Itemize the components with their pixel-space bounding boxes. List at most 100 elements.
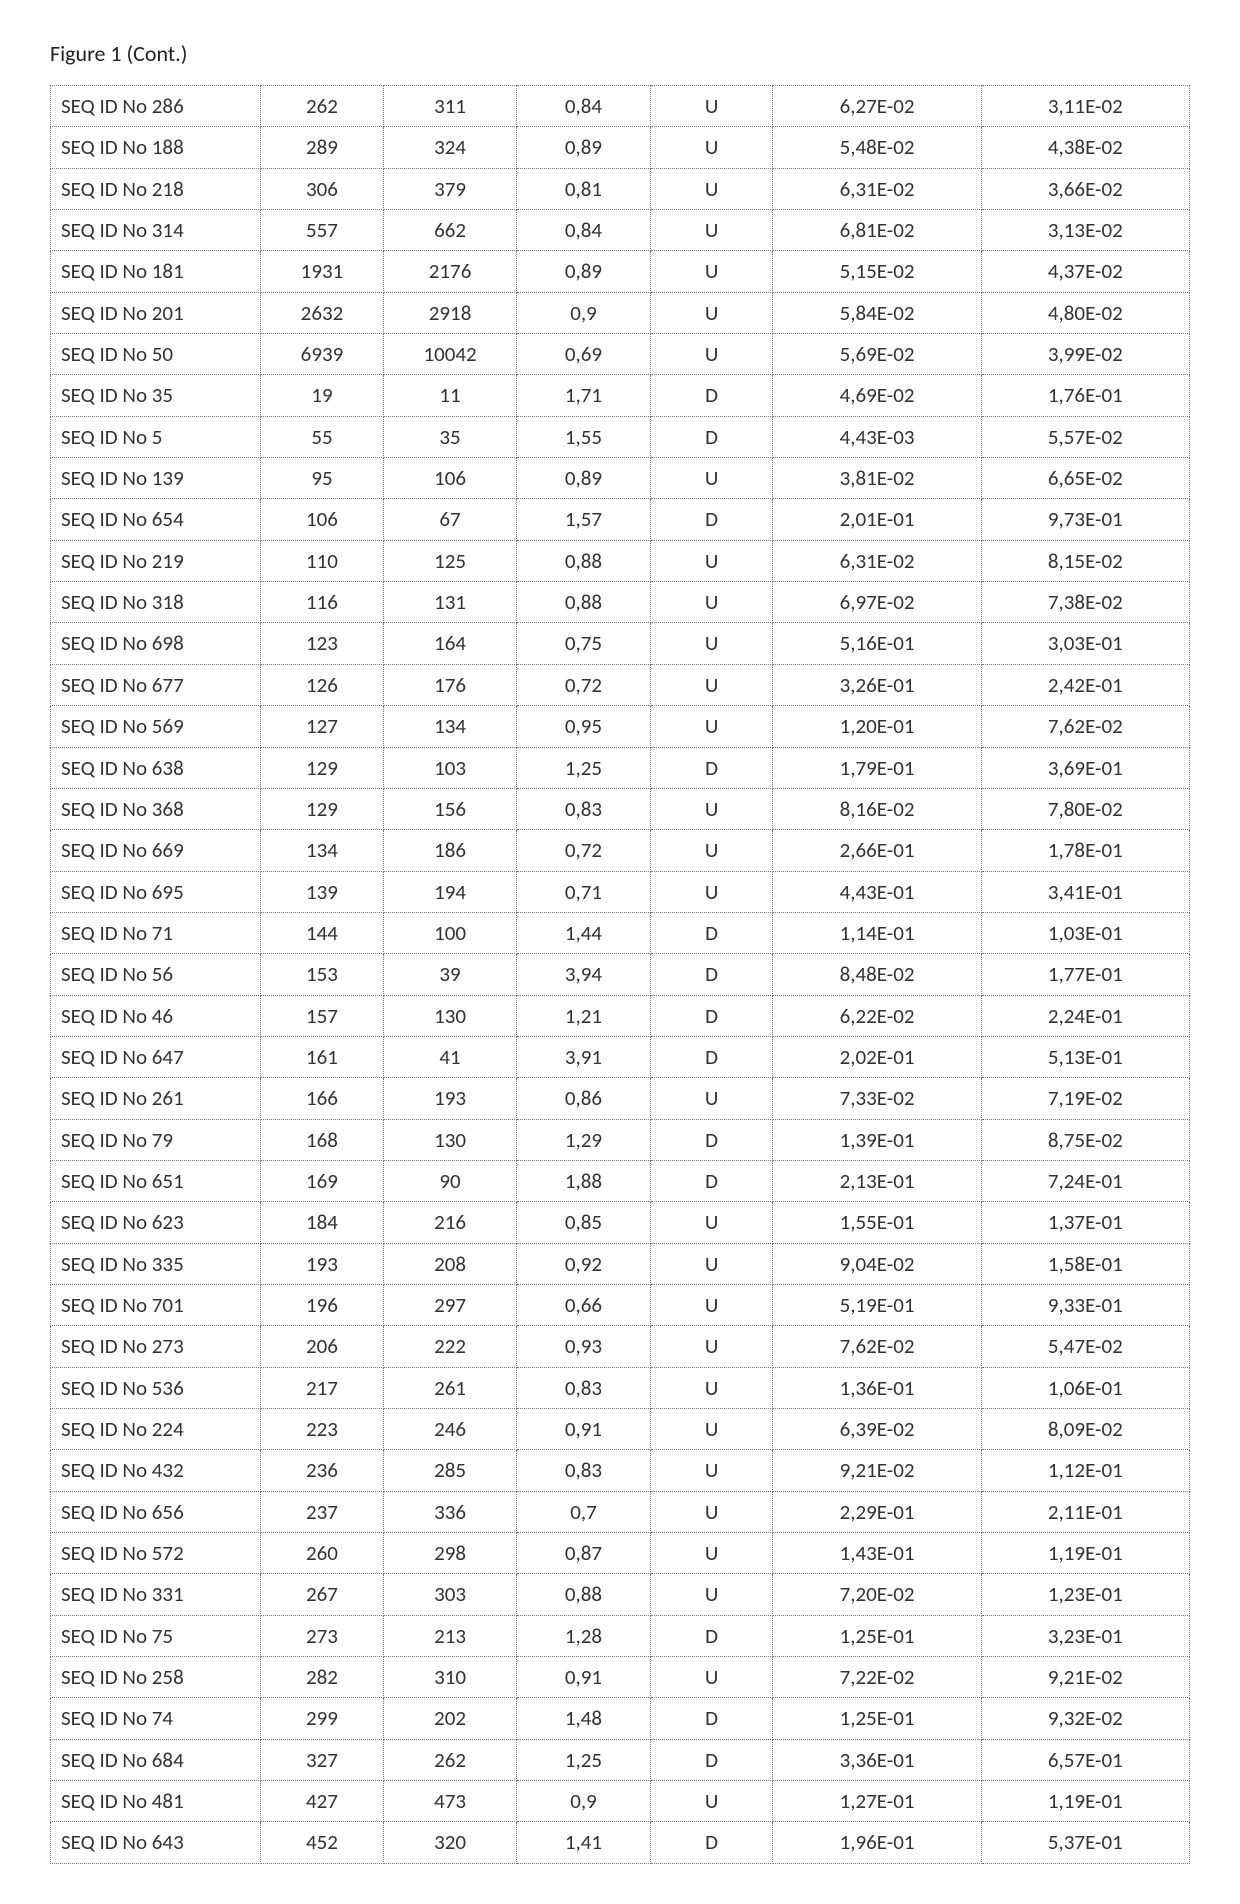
table-cell: 125 xyxy=(383,540,516,581)
table-cell: 6,81E-02 xyxy=(773,210,981,251)
table-cell: SEQ ID No 677 xyxy=(51,664,261,705)
table-cell: 289 xyxy=(261,127,384,168)
table-cell: SEQ ID No 201 xyxy=(51,292,261,333)
table-cell: 106 xyxy=(383,458,516,499)
table-cell: 379 xyxy=(383,168,516,209)
table-cell: 7,38E-02 xyxy=(981,582,1189,623)
table-cell: 427 xyxy=(261,1781,384,1822)
table-cell: U xyxy=(650,1574,773,1615)
table-cell: U xyxy=(650,830,773,871)
table-cell: 1,77E-01 xyxy=(981,954,1189,995)
table-cell: 129 xyxy=(261,788,384,829)
table-cell: 161 xyxy=(261,1036,384,1077)
table-cell: 134 xyxy=(261,830,384,871)
table-cell: 166 xyxy=(261,1078,384,1119)
table-cell: 237 xyxy=(261,1491,384,1532)
table-cell: 222 xyxy=(383,1326,516,1367)
table-cell: U xyxy=(650,582,773,623)
table-cell: 9,73E-01 xyxy=(981,499,1189,540)
table-cell: 324 xyxy=(383,127,516,168)
table-row: SEQ ID No 4322362850,83U9,21E-021,12E-01 xyxy=(51,1450,1190,1491)
table-cell: SEQ ID No 71 xyxy=(51,912,261,953)
table-cell: U xyxy=(650,1491,773,1532)
table-cell: 298 xyxy=(383,1533,516,1574)
table-cell: 196 xyxy=(261,1284,384,1325)
table-cell: 303 xyxy=(383,1574,516,1615)
table-cell: SEQ ID No 432 xyxy=(51,1450,261,1491)
table-cell: 3,26E-01 xyxy=(773,664,981,705)
table-cell: 4,38E-02 xyxy=(981,127,1189,168)
table-cell: 9,21E-02 xyxy=(773,1450,981,1491)
table-row: SEQ ID No 201263229180,9U5,84E-024,80E-0… xyxy=(51,292,1190,333)
table-cell: 236 xyxy=(261,1450,384,1491)
table-cell: SEQ ID No 656 xyxy=(51,1491,261,1532)
table-cell: SEQ ID No 224 xyxy=(51,1409,261,1450)
table-cell: 4,69E-02 xyxy=(773,375,981,416)
table-cell: 7,20E-02 xyxy=(773,1574,981,1615)
table-cell: SEQ ID No 572 xyxy=(51,1533,261,1574)
table-row: SEQ ID No 6951391940,71U4,43E-013,41E-01 xyxy=(51,871,1190,912)
table-row: SEQ ID No 555351,55D4,43E-035,57E-02 xyxy=(51,416,1190,457)
table-cell: 10042 xyxy=(383,334,516,375)
table-cell: 39 xyxy=(383,954,516,995)
table-cell: 0,69 xyxy=(517,334,650,375)
table-cell: U xyxy=(650,1243,773,1284)
table-cell: 4,43E-01 xyxy=(773,871,981,912)
table-cell: 557 xyxy=(261,210,384,251)
data-table: SEQ ID No 2862623110,84U6,27E-023,11E-02… xyxy=(50,85,1190,1864)
table-cell: 0,72 xyxy=(517,664,650,705)
table-cell: 7,33E-02 xyxy=(773,1078,981,1119)
table-cell: 0,89 xyxy=(517,458,650,499)
table-cell: 6,22E-02 xyxy=(773,995,981,1036)
table-cell: 0,83 xyxy=(517,1367,650,1408)
table-cell: D xyxy=(650,747,773,788)
table-cell: 0,71 xyxy=(517,871,650,912)
table-cell: U xyxy=(650,251,773,292)
table-cell: 11 xyxy=(383,375,516,416)
table-cell: 0,89 xyxy=(517,127,650,168)
table-cell: U xyxy=(650,334,773,375)
table-cell: 261 xyxy=(383,1367,516,1408)
table-cell: 0,92 xyxy=(517,1243,650,1284)
table-cell: SEQ ID No 331 xyxy=(51,1574,261,1615)
table-cell: D xyxy=(650,1160,773,1201)
table-cell: D xyxy=(650,1822,773,1863)
table-cell: 7,24E-01 xyxy=(981,1160,1189,1201)
table-cell: 0,66 xyxy=(517,1284,650,1325)
table-cell: 1,25 xyxy=(517,747,650,788)
table-cell: 7,62E-02 xyxy=(773,1326,981,1367)
table-cell: 6,31E-02 xyxy=(773,168,981,209)
table-cell: SEQ ID No 335 xyxy=(51,1243,261,1284)
table-cell: U xyxy=(650,1367,773,1408)
table-cell: 1,12E-01 xyxy=(981,1450,1189,1491)
table-row: SEQ ID No 6381291031,25D1,79E-013,69E-01 xyxy=(51,747,1190,788)
table-row: SEQ ID No 4814274730,9U1,27E-011,19E-01 xyxy=(51,1781,1190,1822)
table-cell: 3,91 xyxy=(517,1036,650,1077)
table-cell: 5,16E-01 xyxy=(773,623,981,664)
table-cell: 0,81 xyxy=(517,168,650,209)
table-row: SEQ ID No 3519111,71D4,69E-021,76E-01 xyxy=(51,375,1190,416)
table-cell: 5,19E-01 xyxy=(773,1284,981,1325)
table-cell: 1,27E-01 xyxy=(773,1781,981,1822)
table-cell: 2,01E-01 xyxy=(773,499,981,540)
table-cell: 5,13E-01 xyxy=(981,1036,1189,1077)
table-cell: 5,84E-02 xyxy=(773,292,981,333)
table-cell: U xyxy=(650,871,773,912)
table-cell: 7,62E-02 xyxy=(981,706,1189,747)
table-cell: 1,48 xyxy=(517,1698,650,1739)
table-cell: U xyxy=(650,788,773,829)
table-cell: 1,25 xyxy=(517,1739,650,1780)
table-cell: 4,80E-02 xyxy=(981,292,1189,333)
table-cell: 8,15E-02 xyxy=(981,540,1189,581)
table-cell: U xyxy=(650,1078,773,1119)
table-cell: SEQ ID No 35 xyxy=(51,375,261,416)
table-row: SEQ ID No 711441001,44D1,14E-011,03E-01 xyxy=(51,912,1190,953)
table-cell: 1,06E-01 xyxy=(981,1367,1189,1408)
table-cell: 260 xyxy=(261,1533,384,1574)
table-cell: SEQ ID No 669 xyxy=(51,830,261,871)
table-cell: 2,13E-01 xyxy=(773,1160,981,1201)
table-cell: 4,37E-02 xyxy=(981,251,1189,292)
table-cell: D xyxy=(650,1036,773,1077)
table-cell: 8,48E-02 xyxy=(773,954,981,995)
table-cell: 8,09E-02 xyxy=(981,1409,1189,1450)
